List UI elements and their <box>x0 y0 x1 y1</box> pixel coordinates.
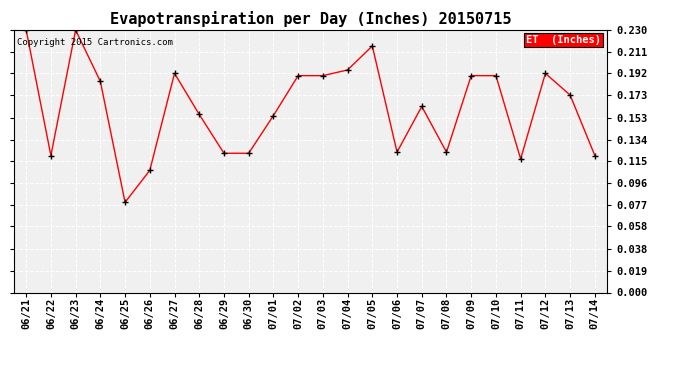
Title: Evapotranspiration per Day (Inches) 20150715: Evapotranspiration per Day (Inches) 2015… <box>110 12 511 27</box>
Text: Copyright 2015 Cartronics.com: Copyright 2015 Cartronics.com <box>17 38 172 47</box>
Text: ET  (Inches): ET (Inches) <box>526 35 601 45</box>
